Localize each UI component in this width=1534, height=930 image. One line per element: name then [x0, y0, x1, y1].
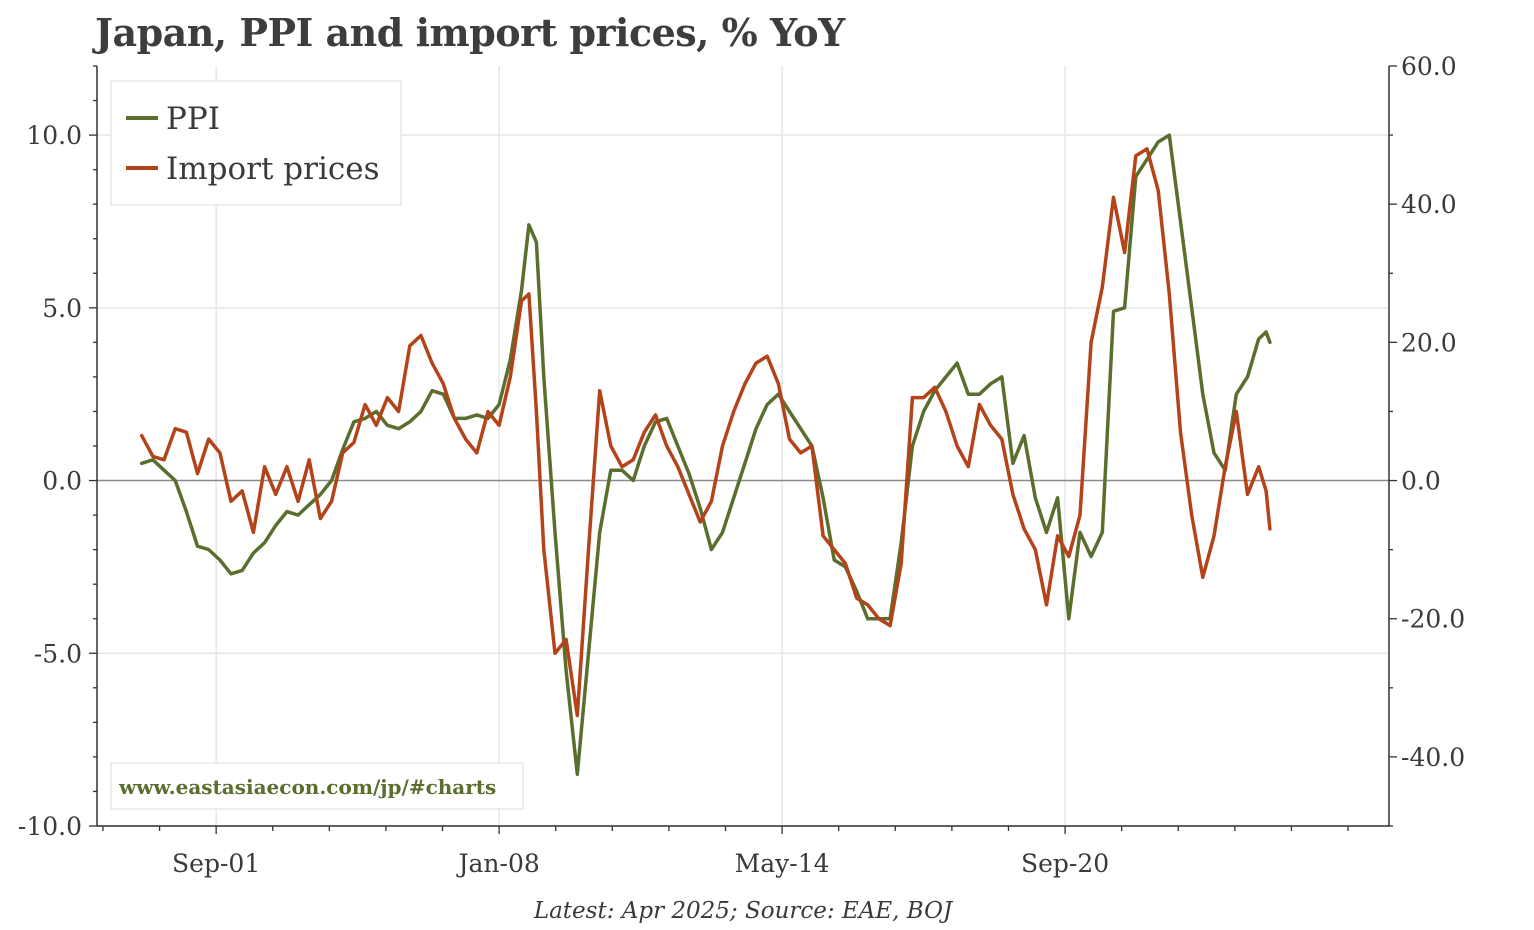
left-tick-label: 5.0	[42, 294, 82, 323]
right-tick-label: -20.0	[1401, 605, 1465, 634]
x-tick-label: Sep-20	[1021, 849, 1109, 878]
x-tick-label: Sep-01	[172, 849, 260, 878]
legend-box	[110, 80, 402, 206]
legend: PPI Import prices	[110, 80, 402, 206]
watermark-text: www.eastasiaecon.com/jp/#charts	[118, 775, 496, 799]
right-tick-label: 20.0	[1401, 328, 1457, 357]
left-tick-label: 10.0	[26, 121, 82, 150]
x-tick-label: Jan-08	[455, 849, 539, 878]
right-tick-label: 0.0	[1401, 467, 1441, 496]
right-tick-label: 60.0	[1401, 52, 1457, 81]
source-note: Latest: Apr 2025; Source: EAE, BOJ	[533, 898, 954, 924]
watermark-box	[110, 762, 524, 810]
watermark: www.eastasiaecon.com/jp/#charts	[110, 762, 524, 810]
legend-label: Import prices	[166, 151, 379, 187]
left-tick-label: -10.0	[18, 812, 82, 841]
ticks-layer: -10.0 -5.0 0.0 5.0 10.0 -40.0 -20.0 0.0 20.0 40.0…	[18, 52, 1465, 878]
x-tick-label: May-14	[735, 849, 830, 878]
series-line-import-prices	[139, 147, 1272, 718]
right-tick-label: -40.0	[1401, 743, 1465, 772]
legend-label: PPI	[166, 101, 220, 137]
series-line-ppi	[139, 133, 1272, 776]
left-tick-label: 0.0	[42, 467, 82, 496]
right-tick-label: 40.0	[1401, 190, 1457, 219]
chart-title: Japan, PPI and import prices, % YoY	[95, 10, 845, 55]
left-tick-label: -5.0	[34, 639, 82, 668]
series-layer	[139, 133, 1272, 776]
